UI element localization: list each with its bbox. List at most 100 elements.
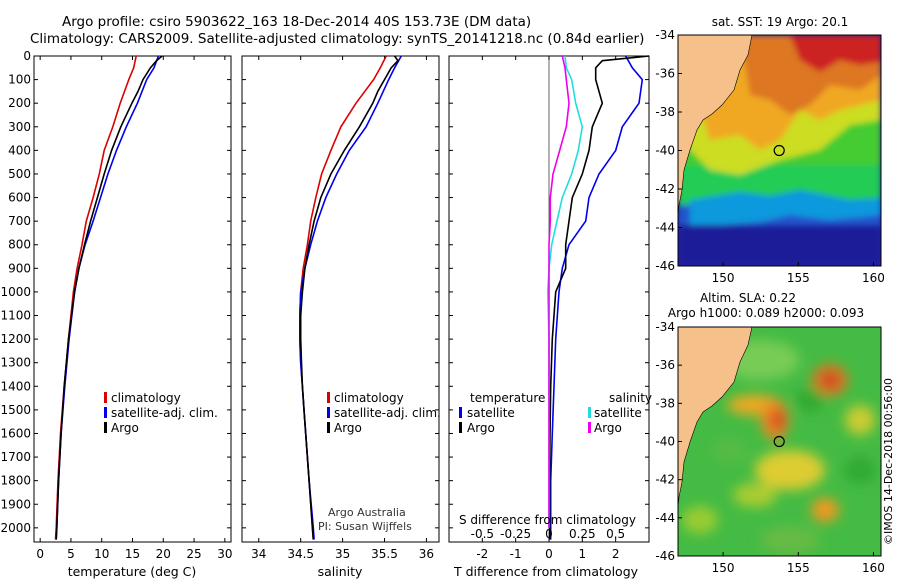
x-tick-label: 0 [545, 547, 553, 561]
map-y-tick-label: -34 [655, 28, 675, 42]
legend-swatch-s-argo [588, 422, 591, 433]
map-y-tick-label: -38 [655, 396, 675, 410]
temperature-xlabel: temperature (deg C) [68, 564, 197, 579]
s-difference-title: S difference from climatology [459, 513, 636, 527]
difference-legend-temperature: temperature satellite Argo [459, 391, 545, 435]
s-difference-ticks: -0.5 -0.25 0 0.25 0.5 [471, 527, 626, 541]
legend-label-t-satellite: satellite [467, 406, 515, 420]
map-y-tick-label: -44 [655, 221, 675, 235]
figure-title-line2: Climatology: CARS2009. Satellite-adjuste… [30, 31, 644, 47]
difference-legend-salinity: salinity satellite Argo [588, 391, 652, 435]
y-tick-label: 700 [8, 214, 31, 228]
series-line-salinity-argo [548, 55, 570, 528]
y-tick-label: 900 [8, 261, 31, 275]
x-tick-label: 25 [186, 547, 201, 561]
y-tick-label: 200 [8, 96, 31, 110]
x-tick-label: 35.5 [371, 547, 398, 561]
sla-land [678, 327, 753, 508]
map-x-tick-label: 155 [787, 271, 810, 285]
sst-land [678, 35, 753, 216]
x-tick-label: -2 [476, 547, 488, 561]
legend-label-climatology: climatology [334, 391, 404, 405]
legend-label-argo: Argo [334, 421, 362, 435]
salinity-legend: climatology satellite-adj. clim. Argo [327, 391, 441, 435]
legend-swatch-satellite [104, 407, 107, 418]
x-tick-label: 34.5 [287, 547, 314, 561]
map-x-tick-label: 160 [862, 561, 885, 575]
sst-map-ticks: 150 155 160 -34 -36 -38 -40 -42 -44 -46 [655, 28, 885, 285]
legend-title-salinity: salinity [609, 391, 652, 405]
series-line-argo [55, 55, 163, 540]
y-tick-label: 1700 [0, 450, 31, 464]
legend-label-argo: Argo [111, 421, 139, 435]
map-y-tick-label: -34 [655, 320, 675, 334]
axis-ticks-layer: 0 5 10 15 20 25 300100200300400500600700800900… [0, 49, 649, 561]
s-tick-label: 0.5 [606, 527, 625, 541]
map-y-tick-label: -46 [655, 549, 675, 563]
y-tick-label: 500 [8, 167, 31, 181]
x-tick-label: 5 [67, 547, 75, 561]
map-x-tick-label: 150 [712, 271, 735, 285]
y-tick-label: 2000 [0, 521, 31, 535]
y-tick-label: 400 [8, 143, 31, 157]
s-tick-label: -0.25 [500, 527, 531, 541]
sla-map-title: Altim. SLA: 0.22 [700, 291, 796, 305]
legend-swatch-t-satellite [459, 407, 462, 418]
sst-argo-location-marker [773, 144, 785, 157]
y-tick-label: 1500 [0, 403, 31, 417]
legend-label-s-satellite: satellite [594, 406, 642, 420]
legend-swatch-s-satellite [588, 407, 591, 418]
y-tick-label: 100 [8, 73, 31, 87]
map-y-tick-label: -42 [655, 473, 675, 487]
map-y-tick-label: -36 [655, 67, 675, 81]
credit-argo-australia: Argo Australia [328, 506, 406, 519]
temperature-legend: climatology satellite-adj. clim. Argo [104, 391, 218, 435]
map-y-tick-label: -36 [655, 358, 675, 372]
legend-label-t-argo: Argo [467, 421, 495, 435]
x-tick-label: 1 [579, 547, 587, 561]
sst-map-image [678, 35, 881, 266]
y-tick-label: 1900 [0, 497, 31, 511]
y-tick-label: 0 [23, 49, 31, 63]
map-y-tick-label: -42 [655, 182, 675, 196]
series-line-temperature-satellite [549, 55, 644, 540]
x-tick-label: 2 [612, 547, 620, 561]
legend-title-temperature: temperature [470, 391, 545, 405]
x-tick-label: 20 [156, 547, 171, 561]
imos-credit: ©IMOS 14-Dec-2018 00:56:00 [882, 378, 895, 545]
x-tick-label: 0 [36, 547, 44, 561]
sst-map-title: sat. SST: 19 Argo: 20.1 [712, 15, 849, 29]
series-line-salinity-satellite [546, 55, 584, 528]
legend-swatch-satellite [327, 407, 330, 418]
credit-pi: PI: Susan Wijffels [318, 520, 412, 533]
salinity-xlabel: salinity [318, 564, 363, 579]
series-line-satellite-adj-clim- [299, 55, 402, 540]
y-tick-label: 1000 [0, 285, 31, 299]
profile-lines-layer [54, 55, 650, 540]
salinity-axes [241, 55, 440, 543]
map-x-tick-label: 155 [787, 561, 810, 575]
legend-swatch-climatology [327, 392, 330, 403]
x-tick-label: 35 [335, 547, 350, 561]
figure-title-line1: Argo profile: csiro 5903622_163 18-Dec-2… [62, 14, 531, 30]
series-line-satellite-adj-clim- [55, 55, 160, 540]
legend-swatch-argo [104, 422, 107, 433]
map-y-tick-label: -40 [655, 144, 675, 158]
x-tick-label: 15 [125, 547, 140, 561]
x-tick-label: -1 [510, 547, 522, 561]
sla-map-subtitle: Argo h1000: 0.089 h2000: 0.093 [668, 306, 864, 320]
x-tick-label: 36 [419, 547, 434, 561]
s-tick-label: 0.25 [569, 527, 596, 541]
y-tick-label: 1600 [0, 426, 31, 440]
legend-swatch-argo [327, 422, 330, 433]
x-tick-label: 10 [94, 547, 109, 561]
legend-label-satellite: satellite-adj. clim. [111, 406, 218, 420]
difference-xlabel: T difference from climatology [453, 564, 639, 579]
map-y-tick-label: -38 [655, 105, 675, 119]
legend-label-satellite: satellite-adj. clim. [334, 406, 441, 420]
y-tick-label: 800 [8, 238, 31, 252]
map-x-tick-label: 150 [712, 561, 735, 575]
legend-label-climatology: climatology [111, 391, 181, 405]
